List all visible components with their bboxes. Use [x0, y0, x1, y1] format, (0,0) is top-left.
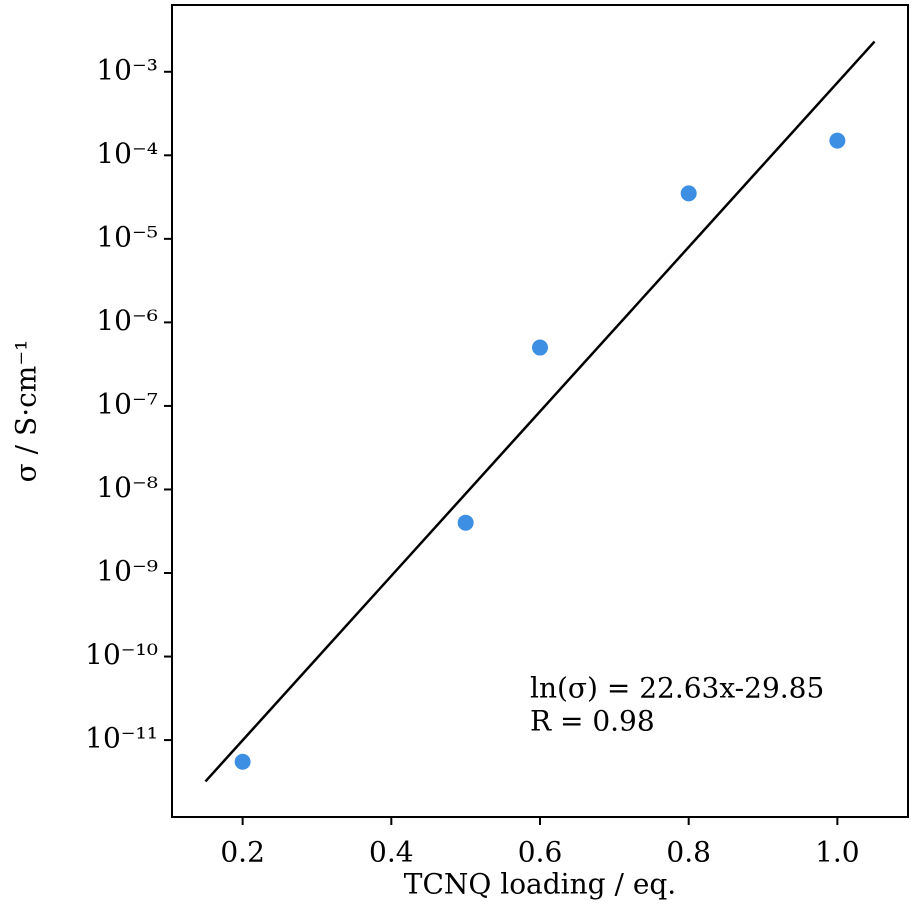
x-tick-label: 0.8 — [666, 836, 711, 869]
data-point — [829, 132, 846, 149]
y-tick-label: 10⁻¹¹ — [85, 722, 158, 755]
y-tick-label: 10⁻⁵ — [96, 220, 158, 253]
data-point — [234, 753, 251, 770]
annotation: ln(σ) = 22.63x-29.85 — [530, 672, 824, 705]
x-tick-label: 0.4 — [369, 836, 414, 869]
data-point — [680, 185, 697, 202]
data-point — [457, 514, 474, 531]
y-tick-label: 10⁻¹⁰ — [85, 638, 158, 671]
y-tick-label: 10⁻³ — [96, 53, 158, 86]
annotation: R = 0.98 — [530, 705, 655, 738]
y-tick-label: 10⁻⁹ — [96, 555, 158, 588]
y-tick-label: 10⁻⁴ — [96, 137, 158, 170]
data-point — [532, 339, 548, 356]
y-tick-label: 10⁻⁸ — [96, 471, 158, 504]
x-tick-label: 0.2 — [220, 836, 265, 869]
y-tick-label: 10⁻⁶ — [96, 304, 158, 337]
x-tick-label: 0.6 — [518, 836, 563, 869]
y-tick-label: 10⁻⁷ — [96, 387, 158, 420]
x-axis-label: TCNQ loading / eq. — [404, 868, 676, 901]
x-tick-label: 1.0 — [815, 836, 860, 869]
fit-line — [204, 40, 876, 783]
plot-frame — [171, 4, 909, 818]
y-axis-label: σ / S·cm⁻¹ — [10, 340, 43, 483]
